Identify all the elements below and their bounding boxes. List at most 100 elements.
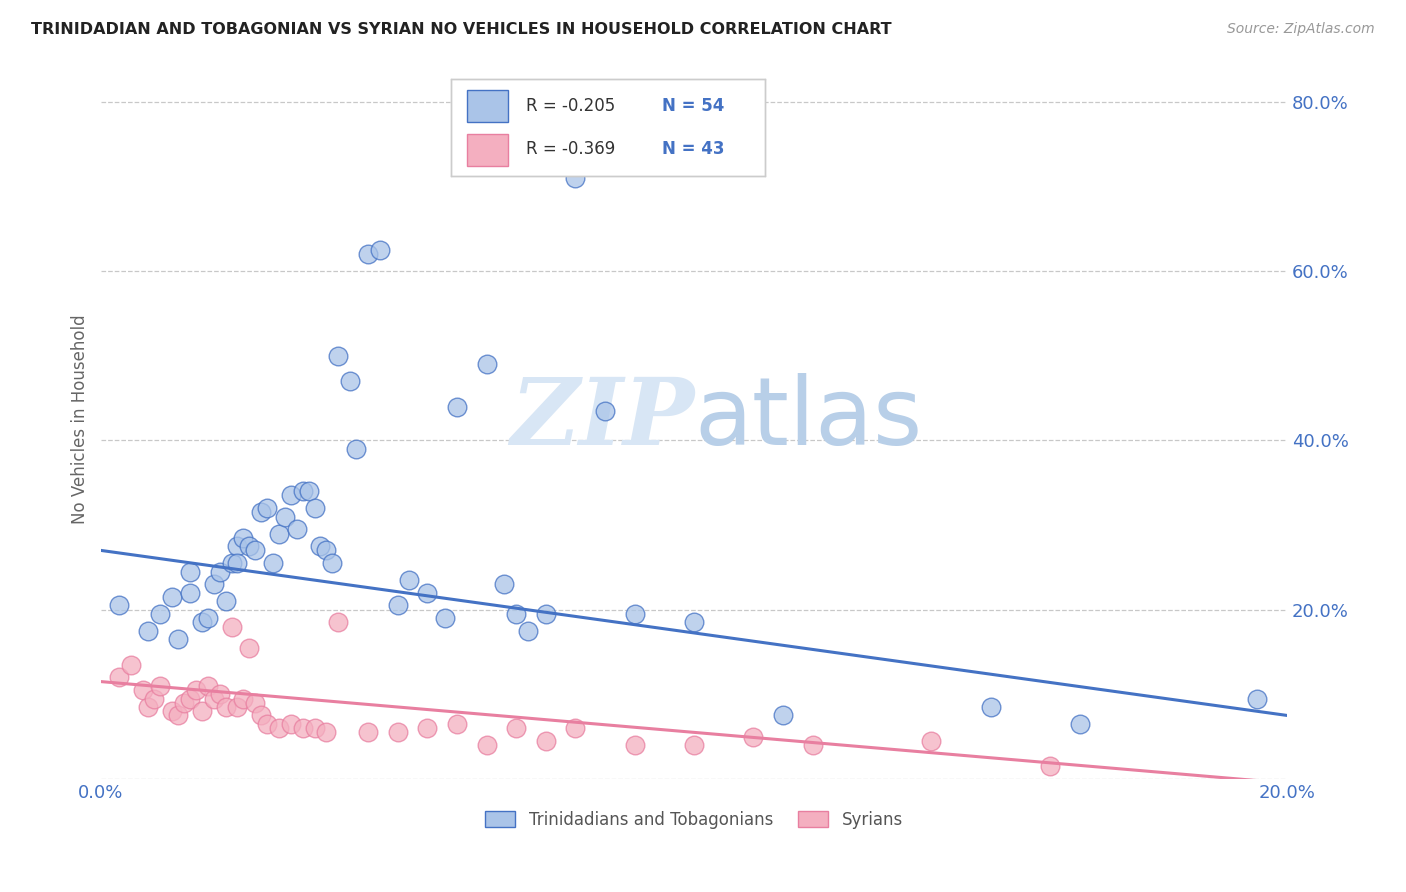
Point <box>245 696 267 710</box>
Point <box>433 611 456 625</box>
Point <box>398 573 420 587</box>
Point <box>267 526 290 541</box>
Point <box>285 522 308 536</box>
Point <box>309 539 332 553</box>
Point <box>202 691 225 706</box>
Point <box>160 704 183 718</box>
Point <box>304 501 326 516</box>
Point <box>214 700 236 714</box>
Point <box>226 700 249 714</box>
Point <box>108 599 131 613</box>
Point <box>149 679 172 693</box>
Text: atlas: atlas <box>695 373 922 466</box>
Point <box>297 484 319 499</box>
Legend: Trinidadians and Tobagonians, Syrians: Trinidadians and Tobagonians, Syrians <box>479 804 910 835</box>
Y-axis label: No Vehicles in Household: No Vehicles in Household <box>72 315 89 524</box>
Point <box>344 442 367 456</box>
Point <box>564 721 586 735</box>
Point <box>262 556 284 570</box>
Point <box>304 721 326 735</box>
Point <box>238 640 260 655</box>
Point <box>179 565 201 579</box>
Point <box>339 374 361 388</box>
Point <box>387 599 409 613</box>
Point <box>256 717 278 731</box>
Point <box>280 717 302 731</box>
Point <box>475 357 498 371</box>
Point <box>1069 717 1091 731</box>
Point <box>291 721 314 735</box>
Point <box>274 509 297 524</box>
Point <box>564 171 586 186</box>
Point <box>179 691 201 706</box>
Point <box>197 611 219 625</box>
Point <box>801 738 824 752</box>
Point <box>416 721 439 735</box>
Point <box>167 708 190 723</box>
Point <box>357 247 380 261</box>
Point <box>160 590 183 604</box>
Point <box>315 543 337 558</box>
Point <box>250 505 273 519</box>
Point <box>226 539 249 553</box>
Text: TRINIDADIAN AND TOBAGONIAN VS SYRIAN NO VEHICLES IN HOUSEHOLD CORRELATION CHART: TRINIDADIAN AND TOBAGONIAN VS SYRIAN NO … <box>31 22 891 37</box>
Point <box>232 691 254 706</box>
Point <box>267 721 290 735</box>
Point <box>214 594 236 608</box>
Point <box>245 543 267 558</box>
Point <box>221 619 243 633</box>
Point <box>475 738 498 752</box>
Point <box>226 556 249 570</box>
Point <box>315 725 337 739</box>
Point <box>416 586 439 600</box>
Point <box>108 670 131 684</box>
Point <box>505 607 527 621</box>
Point <box>191 704 214 718</box>
Point <box>138 700 160 714</box>
Point <box>131 683 153 698</box>
Point <box>167 632 190 647</box>
Point <box>191 615 214 630</box>
Point <box>202 577 225 591</box>
Point <box>1246 691 1268 706</box>
Point <box>328 349 350 363</box>
Point <box>517 624 540 638</box>
Point <box>179 586 201 600</box>
Point <box>357 725 380 739</box>
Point <box>593 404 616 418</box>
Point <box>256 501 278 516</box>
Point <box>387 725 409 739</box>
Point <box>505 721 527 735</box>
Point <box>534 734 557 748</box>
Point <box>238 539 260 553</box>
Text: ZIP: ZIP <box>510 375 695 464</box>
Text: Source: ZipAtlas.com: Source: ZipAtlas.com <box>1227 22 1375 37</box>
Point <box>683 615 706 630</box>
Point <box>138 624 160 638</box>
Point <box>221 556 243 570</box>
Point <box>683 738 706 752</box>
Point <box>328 615 350 630</box>
Point <box>446 717 468 731</box>
Point <box>1039 759 1062 773</box>
Point <box>184 683 207 698</box>
Point <box>321 556 343 570</box>
Point <box>623 607 645 621</box>
Point <box>197 679 219 693</box>
Point <box>291 484 314 499</box>
Point <box>208 687 231 701</box>
Point <box>494 577 516 591</box>
Point <box>232 531 254 545</box>
Point <box>920 734 942 748</box>
Point <box>368 243 391 257</box>
Point <box>250 708 273 723</box>
Point <box>173 696 195 710</box>
Point <box>143 691 166 706</box>
Point <box>446 400 468 414</box>
Point <box>280 488 302 502</box>
Point <box>149 607 172 621</box>
Point <box>742 730 765 744</box>
Point <box>208 565 231 579</box>
Point <box>772 708 794 723</box>
Point <box>623 738 645 752</box>
